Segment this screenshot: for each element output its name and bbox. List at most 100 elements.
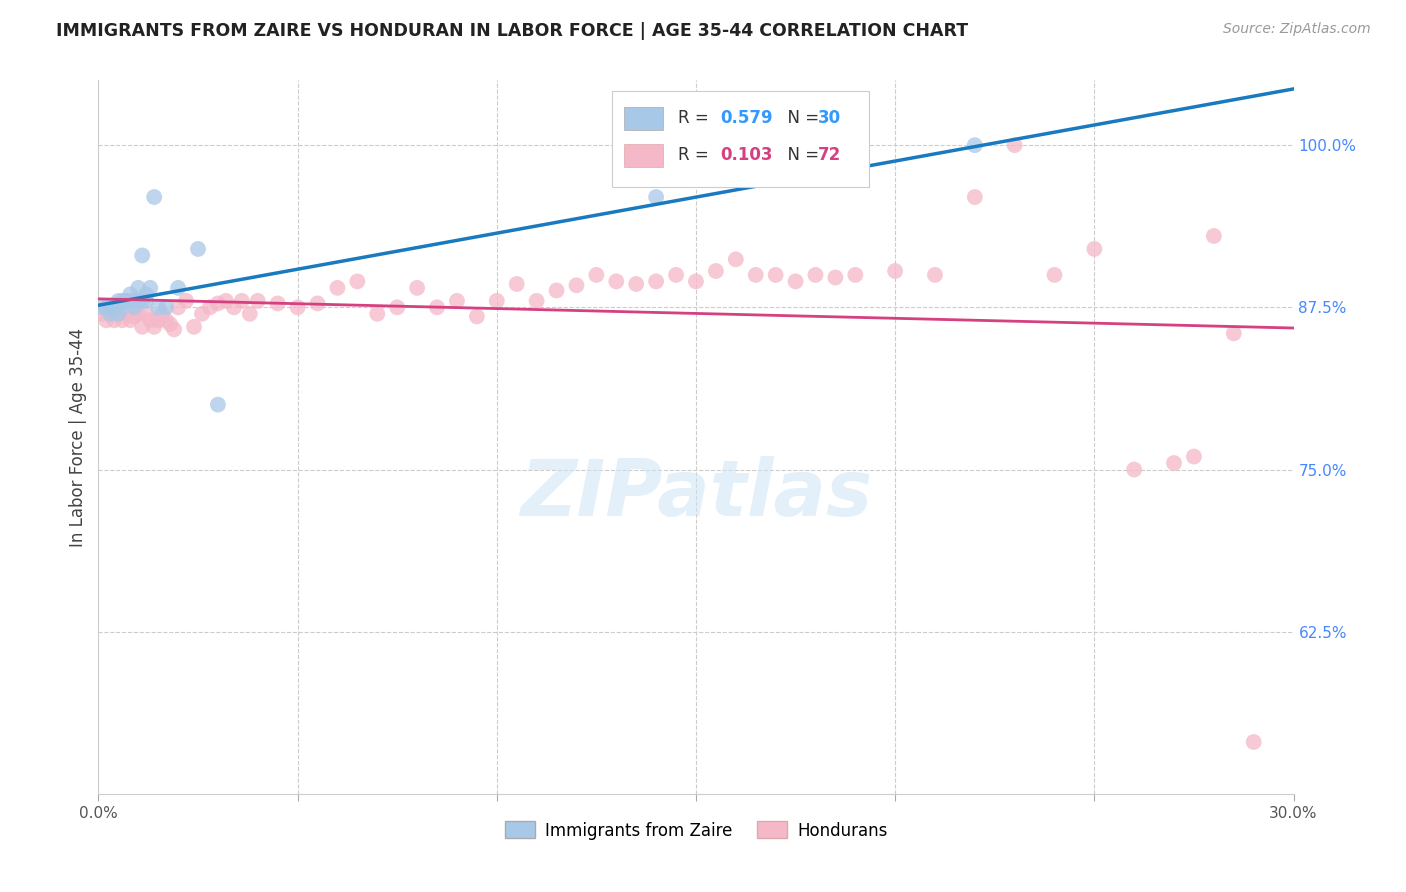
Text: R =: R = [678,146,714,164]
Text: ZIPatlas: ZIPatlas [520,456,872,533]
Point [91,307,114,321]
Point [485,293,508,308]
Point [115,293,138,308]
Point [127,307,149,321]
Point [385,301,409,315]
Point [139,313,162,327]
Point [159,317,181,331]
Point [103,301,125,315]
Point [585,268,607,282]
FancyBboxPatch shape [624,107,662,129]
Point [163,322,186,336]
Point [111,293,134,308]
Point [745,268,768,282]
Point [1243,735,1265,749]
Point [127,281,149,295]
Text: 72: 72 [818,146,841,164]
Point [148,313,170,327]
Point [844,268,866,282]
Legend: Immigrants from Zaire, Hondurans: Immigrants from Zaire, Hondurans [498,814,894,847]
Point [131,319,153,334]
Point [124,301,146,315]
Point [139,281,162,295]
Point [239,307,262,321]
Text: Source: ZipAtlas.com: Source: ZipAtlas.com [1223,22,1371,37]
Point [924,268,946,282]
Point [167,281,190,295]
Point [406,281,429,295]
Point [120,287,142,301]
Point [1223,326,1246,341]
Point [426,301,449,315]
Point [174,293,197,308]
Point [1083,242,1105,256]
Point [506,277,529,291]
Text: 0.579: 0.579 [720,109,772,127]
Point [155,313,177,327]
Point [96,301,118,315]
Point [103,313,125,327]
Point [246,293,269,308]
Point [120,293,142,308]
Point [645,274,668,288]
Point [704,264,727,278]
Point [222,301,245,315]
Point [135,293,157,308]
FancyBboxPatch shape [613,91,869,187]
Point [267,296,290,310]
Point [198,301,221,315]
Point [135,287,157,301]
Point [187,242,209,256]
Text: IMMIGRANTS FROM ZAIRE VS HONDURAN IN LABOR FORCE | AGE 35-44 CORRELATION CHART: IMMIGRANTS FROM ZAIRE VS HONDURAN IN LAB… [56,22,969,40]
Point [127,293,149,308]
Point [326,281,349,295]
Point [824,270,846,285]
Text: N =: N = [778,146,824,164]
Point [565,278,588,293]
Text: N =: N = [778,109,824,127]
Point [605,274,627,288]
Point [1202,229,1225,244]
Point [307,296,329,310]
Point [150,307,173,321]
Point [665,268,688,282]
Point [96,313,118,327]
Point [148,301,170,315]
Point [91,301,114,315]
Point [1163,456,1185,470]
Point [120,313,142,327]
Point [107,293,129,308]
Text: 30: 30 [818,109,841,127]
Point [366,307,388,321]
Point [124,310,146,324]
Point [1043,268,1066,282]
Point [124,293,146,308]
Point [115,307,138,321]
Point [98,307,122,321]
Point [685,274,707,288]
Point [546,284,568,298]
Point [107,307,129,321]
Point [111,301,134,315]
Point [155,301,177,315]
FancyBboxPatch shape [624,144,662,167]
Point [183,319,205,334]
Point [98,301,122,315]
Point [645,190,668,204]
Text: R =: R = [678,109,714,127]
Point [465,310,488,324]
Point [143,319,166,334]
Point [131,293,153,308]
Point [215,293,238,308]
Point [135,307,157,321]
Point [804,268,827,282]
Point [143,190,166,204]
Point [346,274,368,288]
Point [446,293,468,308]
Point [785,274,807,288]
Text: 0.103: 0.103 [720,146,772,164]
Point [167,301,190,315]
Point [626,277,648,291]
Point [884,264,907,278]
Point [963,190,986,204]
